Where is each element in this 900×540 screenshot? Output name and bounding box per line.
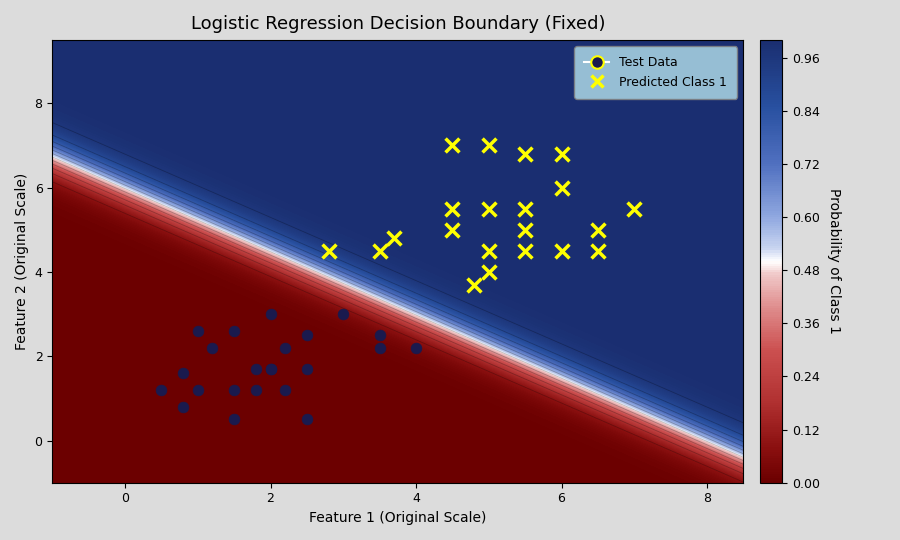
Point: [627, 205, 642, 213]
Point: [554, 183, 569, 192]
Point: [278, 386, 293, 394]
Point: [264, 364, 278, 373]
Point: [154, 386, 168, 394]
Point: [518, 247, 533, 255]
Point: [373, 331, 387, 340]
Point: [191, 327, 205, 335]
Point: [554, 150, 569, 158]
Point: [467, 280, 482, 289]
Point: [176, 402, 191, 411]
Title: Logistic Regression Decision Boundary (Fixed): Logistic Regression Decision Boundary (F…: [191, 15, 605, 33]
Y-axis label: Feature 2 (Original Scale): Feature 2 (Original Scale): [15, 173, 29, 350]
Point: [176, 369, 191, 377]
Point: [446, 205, 460, 213]
Point: [387, 234, 401, 242]
Point: [227, 327, 241, 335]
Point: [227, 386, 241, 394]
Point: [373, 343, 387, 352]
Point: [409, 343, 423, 352]
Point: [446, 226, 460, 234]
Point: [446, 141, 460, 150]
Point: [518, 226, 533, 234]
Point: [300, 331, 314, 340]
Point: [248, 364, 263, 373]
Legend: Test Data, Predicted Class 1: Test Data, Predicted Class 1: [574, 46, 737, 99]
Point: [554, 247, 569, 255]
Point: [300, 415, 314, 424]
Point: [590, 247, 605, 255]
Point: [300, 364, 314, 373]
Point: [482, 247, 496, 255]
Point: [373, 247, 387, 255]
Point: [205, 343, 220, 352]
Point: [482, 268, 496, 276]
Point: [191, 386, 205, 394]
Point: [518, 150, 533, 158]
Point: [482, 205, 496, 213]
Point: [336, 310, 350, 319]
X-axis label: Feature 1 (Original Scale): Feature 1 (Original Scale): [310, 511, 487, 525]
Point: [518, 205, 533, 213]
Point: [321, 247, 336, 255]
Point: [482, 141, 496, 150]
Point: [278, 343, 293, 352]
Point: [264, 364, 278, 373]
Y-axis label: Probability of Class 1: Probability of Class 1: [827, 188, 841, 334]
Point: [590, 226, 605, 234]
Point: [264, 310, 278, 319]
Point: [248, 386, 263, 394]
Point: [227, 415, 241, 424]
